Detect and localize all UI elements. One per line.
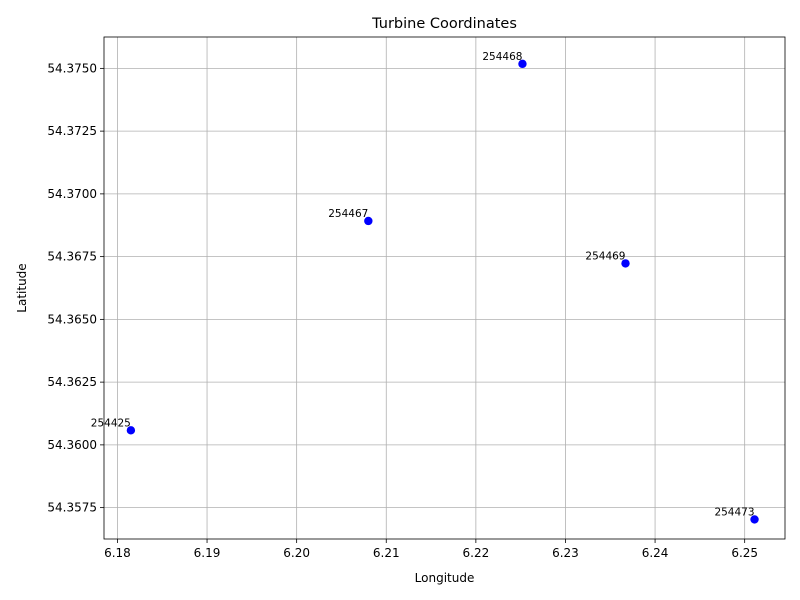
- data-point-label: 254425: [91, 417, 131, 429]
- x-axis-title: Longitude: [415, 571, 475, 585]
- y-tick-label: 54.3600: [47, 438, 97, 452]
- chart-title: Turbine Coordinates: [371, 16, 517, 32]
- x-tick-label: 6.23: [552, 546, 579, 560]
- data-point: [126, 426, 136, 435]
- data-point: [364, 216, 373, 226]
- x-tick-label: 6.21: [373, 546, 400, 560]
- data-point: [518, 59, 527, 69]
- data-point-label: 254468: [482, 51, 522, 63]
- grid: [104, 37, 785, 539]
- y-tick-label: 54.3650: [47, 312, 97, 326]
- axis-ticks: 6.18 6.19 6.20 6.21 6.22 6.23 6.24 6.25 54.3575 5…: [47, 61, 758, 560]
- x-tick-label: 6.19: [194, 546, 221, 560]
- data-point: [750, 515, 759, 524]
- data-point-label: 254469: [585, 250, 625, 262]
- y-tick-label: 54.3625: [47, 375, 97, 389]
- data-point-label: 254467: [328, 208, 368, 220]
- y-tick-label: 54.3675: [47, 250, 97, 264]
- x-tick-label: 6.20: [283, 546, 310, 560]
- x-tick-label: 6.22: [463, 546, 490, 560]
- data-point-label: 254473: [714, 506, 754, 518]
- y-tick-label: 54.3575: [47, 501, 97, 515]
- x-tick-label: 6.18: [104, 546, 131, 560]
- plot-frame: [103, 36, 786, 540]
- data-point: [621, 259, 630, 268]
- x-tick-label: 6.25: [731, 546, 758, 560]
- y-tick-label: 54.3725: [47, 124, 97, 138]
- data-points: 254468 254467 254469 254425 254473: [91, 51, 759, 524]
- y-tick-label: 54.3750: [47, 61, 97, 75]
- x-tick-label: 6.24: [642, 546, 669, 560]
- y-tick-label: 54.3700: [47, 187, 97, 201]
- y-axis-title: Latitude: [15, 263, 29, 312]
